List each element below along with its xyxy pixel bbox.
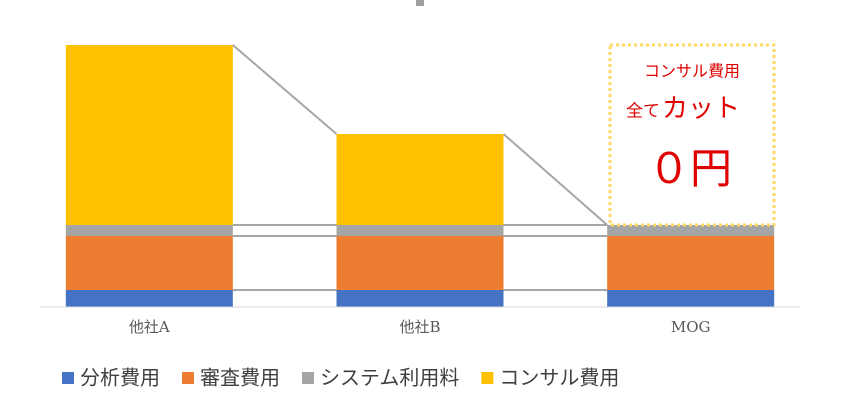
x-tick-label: 他社B	[399, 318, 440, 336]
legend-swatch	[182, 372, 194, 384]
handle	[416, 0, 424, 6]
bar-segment	[65, 45, 233, 225]
connector	[232, 44, 338, 135]
legend-label: 分析費用	[80, 366, 160, 390]
bar-segment	[607, 290, 775, 307]
connector	[502, 133, 608, 226]
bar-segment	[65, 236, 233, 290]
bar-segment	[336, 290, 504, 307]
legend-label: 審査費用	[200, 366, 280, 390]
plot: 他社A 他社B MOG 分析費用 審査費用 システム利用料 コンサル費用	[40, 44, 800, 390]
bar-segment	[336, 134, 504, 225]
bar-segment	[65, 290, 233, 307]
annotation-line: コンサル費用	[644, 62, 740, 81]
annotation-line: 全て	[626, 102, 660, 122]
legend-label: システム利用料	[320, 366, 459, 390]
bar-segment	[336, 236, 504, 290]
bar-segment	[607, 225, 775, 236]
x-tick-label: MOG	[671, 318, 711, 336]
bar-segment	[65, 225, 233, 236]
x-tick-label: 他社A	[129, 318, 170, 336]
annotation-line: ０円	[648, 144, 732, 193]
bar-segment	[336, 225, 504, 236]
legend-swatch	[481, 372, 494, 384]
legend-label: コンサル費用	[499, 366, 619, 390]
annotation-box	[608, 43, 776, 227]
annotation-line: カット	[662, 94, 740, 124]
legend-swatch	[302, 372, 314, 384]
bar-segment	[607, 236, 775, 290]
legend-swatch	[62, 372, 74, 384]
